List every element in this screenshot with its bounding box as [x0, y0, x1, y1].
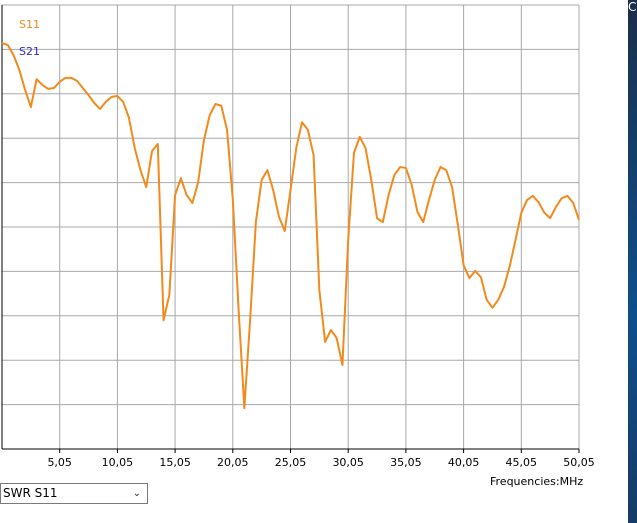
legend-label: S21	[19, 45, 40, 58]
series-line	[1, 42, 580, 410]
x-tick-label: 20,05	[217, 456, 249, 469]
x-tick-label: 35,05	[390, 456, 422, 469]
x-tick-label: 25,05	[275, 456, 307, 469]
dropdown-value: SWR S11	[3, 486, 58, 500]
x-tick-label: 40,05	[448, 456, 480, 469]
x-tick-label: 15,05	[159, 456, 191, 469]
x-tick-label: 30,05	[332, 456, 364, 469]
x-tick-label: 5,05	[47, 456, 72, 469]
x-tick-label: 10,05	[102, 456, 134, 469]
series-dropdown[interactable]: SWR S11 ⌄	[0, 483, 148, 504]
x-axis-label: Frequencies:MHz	[490, 475, 583, 488]
desktop-edge: C	[628, 0, 637, 523]
side-text: C	[628, 0, 637, 14]
x-tick-label: 50,05	[563, 456, 595, 469]
dropdown-arrow[interactable]: ⌄	[132, 488, 141, 499]
x-tick-label: 45,05	[506, 456, 538, 469]
legend-label: S11	[19, 18, 40, 31]
